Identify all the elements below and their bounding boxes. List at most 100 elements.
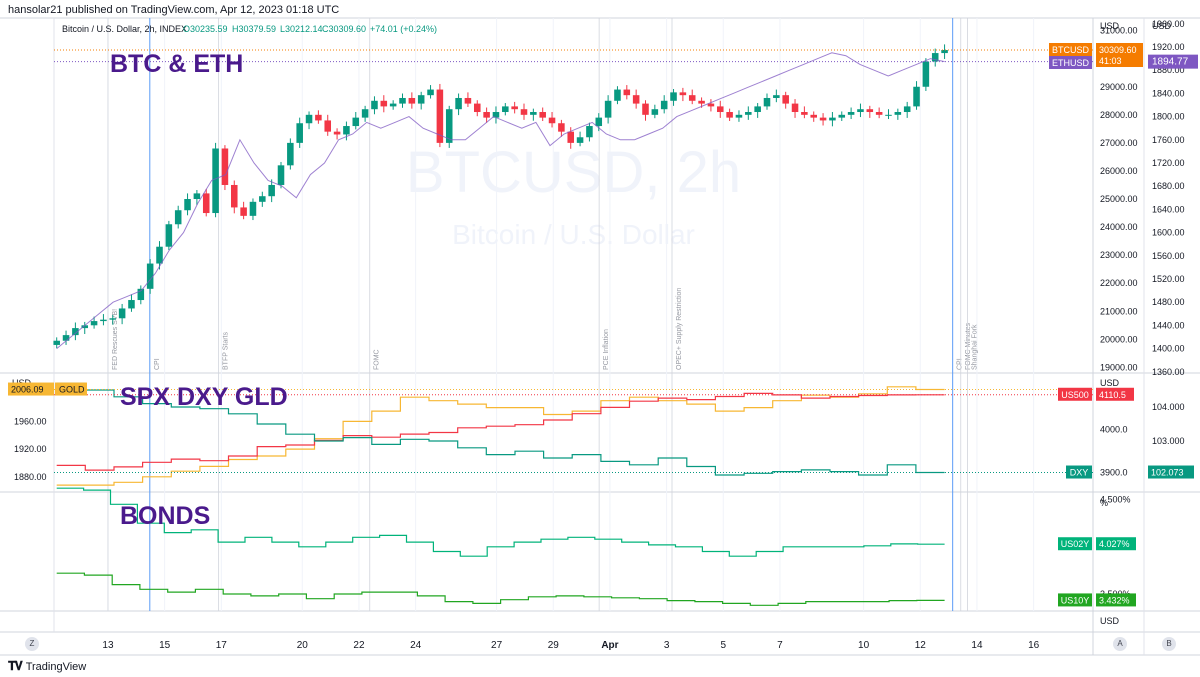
spx-axis-title: USD [1100,378,1120,388]
gold-line [56,386,945,486]
btc-candle [838,114,846,118]
x-tick-label: 22 [353,640,365,651]
gold-axis-tick: 1960.00 [14,416,47,426]
btc-candle [941,50,948,54]
btc-candle [819,117,827,121]
event-label: CPI [154,358,161,370]
btc-candle [380,100,388,107]
btc-candle [530,112,537,115]
b-button[interactable]: B [1162,637,1176,651]
btc-candle [389,103,397,107]
btc-candle [417,95,425,104]
eth-axis-tick: 1440.00 [1152,320,1185,330]
btc-candle [240,207,247,216]
btc-candle [371,100,378,110]
dxy-axis-tick: 103.000 [1152,436,1185,446]
btc-candle [801,112,808,115]
spx-line [56,392,945,471]
eth-axis-tick: 1960.00 [1152,19,1185,29]
dxy-name-tag [1066,465,1092,479]
us02y-line [56,487,945,557]
btc-candle [670,92,677,101]
btc-candle [100,319,107,322]
btc-axis-tick: 22000.00 [1100,278,1138,288]
btcusd-name-tag [1049,43,1092,57]
btcusd-price-tag [1096,43,1143,68]
btc-candle [567,131,575,143]
x-tick-label: 15 [159,640,171,651]
dxy-name-label: DXY [1070,468,1089,478]
btc-candle [642,103,649,115]
us10y-line [56,572,945,606]
ohlc-low: L30212.14 [280,24,323,34]
gold-name-tag [55,382,87,396]
btc-axis-tick: 24000.00 [1100,222,1138,232]
btcusd-price-label: 30309.60 [1099,45,1137,55]
event-label: FOMC [374,349,381,370]
btc-eth-annotation: BTC & ETH [110,50,243,78]
btc-candle [502,106,509,113]
ohlc-high: H30379.59 [232,24,276,34]
btc-axis-tick: 26000.00 [1100,166,1138,176]
btc-axis-tick: 21000.00 [1100,306,1138,316]
btc-candle [875,112,883,115]
watermark-title: BTCUSD, 2h [406,140,741,205]
btc-candle [109,318,117,320]
btc-candle [520,109,528,115]
btc-candle [651,109,659,115]
ethusd-price-tag [1148,54,1198,69]
eth-axis-tick: 1640.00 [1152,204,1185,214]
btcusd-countdown-label: 41:03 [1099,56,1122,66]
btc-candle [866,109,874,113]
time-axis-right-title: USD [1100,616,1120,626]
z-button[interactable]: Z [25,637,39,651]
btc-candle [53,340,60,345]
btc-candle [221,148,229,185]
x-tick-label: 10 [858,640,870,651]
btc-candle [352,117,360,127]
btc-candle [773,95,780,98]
btc-candle [745,112,752,115]
btc-axis-tick: 31000.00 [1100,26,1138,36]
btc-candle [174,210,182,225]
btc-candle [782,95,789,104]
btc-candle [716,106,724,113]
eth-axis-tick: 1680.00 [1152,181,1185,191]
btc-candle [464,97,472,104]
btc-candle [894,112,902,115]
btc-candle [137,288,145,301]
dxy-price-tag [1148,465,1194,479]
x-tick-label: 12 [915,640,927,651]
x-tick-label: 13 [102,640,114,651]
tradingview-logo-icon: 𝐓𝐕 [8,659,23,673]
us02y-name-tag [1058,537,1092,551]
spx-dxy-gld-annotation: SPX DXY GLD [120,383,288,411]
x-tick-label: 17 [216,640,228,651]
us10y-name-label: US10Y [1061,595,1090,605]
bond-axis-title: % [1100,498,1108,508]
gold-price-tag [8,382,54,396]
us500-price-tag [1096,387,1134,401]
ohlc-open: O30235.59 [183,24,228,34]
event-label: BTFP Starts [223,332,230,370]
dxy-price-label: 102.073 [1151,468,1184,478]
event-label: CPI [957,358,964,370]
btc-candle [277,165,285,185]
btc-candle [184,199,191,211]
eth-line [56,52,945,349]
btc-candle [249,201,257,216]
btc-candle [595,117,603,127]
a-button[interactable]: A [1113,637,1127,651]
tradingview-brand-text: TradingView [25,660,87,673]
event-label: OPEC+ Supply Restriction [676,288,683,370]
us500-name-tag [1058,387,1092,401]
btc-candle [548,117,556,124]
btc-candle [707,103,715,107]
eth-axis-tick: 1720.00 [1152,158,1185,168]
us10y-name-tag [1058,593,1092,607]
eth-axis-tick: 1480.00 [1152,297,1185,307]
btc-candle [296,123,303,143]
btc-candle [922,61,930,87]
btc-axis-tick: 25000.00 [1100,194,1138,204]
